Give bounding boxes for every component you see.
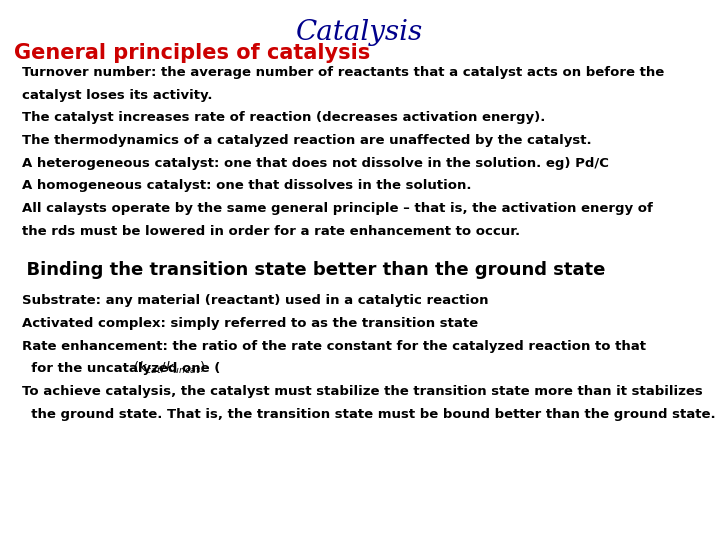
Text: Catalysis: Catalysis: [297, 19, 423, 46]
Text: A heterogeneous catalyst: one that does not dissolve in the solution. eg) Pd/C: A heterogeneous catalyst: one that does …: [22, 157, 608, 170]
Text: A homogeneous catalyst: one that dissolves in the solution.: A homogeneous catalyst: one that dissolv…: [22, 179, 471, 192]
Text: Substrate: any material (reactant) used in a catalytic reaction: Substrate: any material (reactant) used …: [22, 294, 488, 307]
Text: for the uncatalyzed one (: for the uncatalyzed one (: [22, 362, 220, 375]
Text: Turnover number: the average number of reactants that a catalyst acts on before : Turnover number: the average number of r…: [22, 66, 664, 79]
Text: General principles of catalysis: General principles of catalysis: [14, 43, 371, 63]
Text: Binding the transition state better than the ground state: Binding the transition state better than…: [14, 261, 606, 279]
Text: Activated complex: simply referred to as the transition state: Activated complex: simply referred to as…: [22, 317, 478, 330]
Text: catalyst loses its activity.: catalyst loses its activity.: [22, 89, 212, 102]
Text: Rate enhancement: the ratio of the rate constant for the catalyzed reaction to t: Rate enhancement: the ratio of the rate …: [22, 340, 646, 353]
Text: The thermodynamics of a catalyzed reaction are unaffected by the catalyst.: The thermodynamics of a catalyzed reacti…: [22, 134, 591, 147]
Text: the ground state. That is, the transition state must be bound better than the gr: the ground state. That is, the transitio…: [22, 408, 715, 421]
Text: $(k_{\mathit{cat}}/k_{\mathit{uncat}})$: $(k_{\mathit{cat}}/k_{\mathit{uncat}})$: [133, 360, 206, 376]
Text: The catalyst increases rate of reaction (decreases activation energy).: The catalyst increases rate of reaction …: [22, 111, 545, 124]
Text: All calaysts operate by the same general principle – that is, the activation ene: All calaysts operate by the same general…: [22, 202, 652, 215]
Text: To achieve catalysis, the catalyst must stabilize the transition state more than: To achieve catalysis, the catalyst must …: [22, 385, 702, 398]
Text: the rds must be lowered in order for a rate enhancement to occur.: the rds must be lowered in order for a r…: [22, 225, 520, 238]
